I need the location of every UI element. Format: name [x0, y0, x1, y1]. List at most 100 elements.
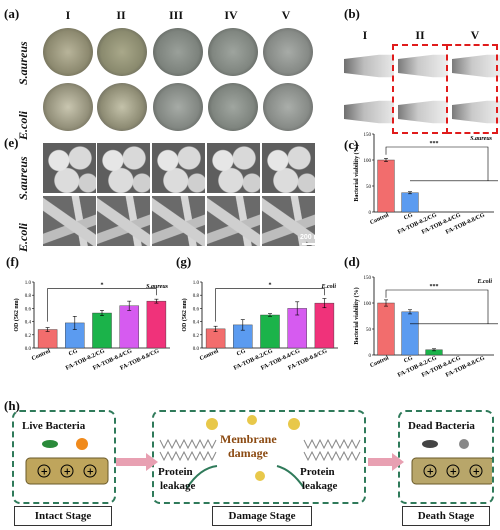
panel-label-h: (h) — [4, 398, 20, 413]
intact-stage-label: Intact Stage — [14, 506, 112, 526]
bar — [92, 312, 112, 349]
y-tick-label: 0.2 — [25, 334, 32, 339]
dead-bacteria-label: Dead Bacteria — [408, 420, 475, 432]
leakage-label-left: leakage — [160, 480, 196, 492]
row-label-e-coli-a: E.coli — [16, 111, 30, 140]
petri-dish-ecoli-IV — [208, 83, 258, 131]
leakage-label-right: leakage — [302, 480, 338, 492]
y-axis-label: Bacterial viability (%) — [353, 144, 360, 201]
svg-text:+: + — [473, 468, 481, 478]
plus-charge-icon — [469, 464, 483, 478]
y-tick-label: 1.0 — [193, 281, 200, 286]
chart-c-s-aureus-viability: 0 50 100 150 Bacterial viability (%) S.aureus… — [353, 133, 498, 236]
category-label: CG — [236, 348, 247, 357]
bar — [401, 311, 419, 356]
bar — [37, 329, 58, 349]
petri-dish-saureus-I — [43, 28, 93, 76]
y-tick-label: 0.6 — [193, 307, 200, 312]
plus-charge-icon — [37, 464, 51, 478]
dead-bacterium — [459, 439, 469, 449]
panel-label-g: (g) — [176, 254, 192, 269]
intact-stage-box — [12, 410, 116, 504]
sem-image — [43, 143, 96, 193]
damage-label: damage — [228, 446, 268, 460]
bar — [377, 302, 395, 356]
y-tick-label: 100 — [364, 302, 372, 307]
plus-charge-icon — [60, 464, 74, 478]
organism-label: S.aureus — [146, 284, 169, 290]
damaged-membrane — [411, 457, 492, 485]
b-label-I: I — [362, 28, 368, 42]
y-tick-label: 0.8 — [193, 294, 200, 299]
intact-membrane — [25, 457, 109, 485]
petri-dish-ecoli-V — [263, 83, 313, 131]
plus-charge-icon — [446, 464, 460, 478]
protein-label-left: Protein — [158, 466, 193, 478]
protein-icon — [288, 418, 300, 430]
y-tick-label: 0 — [369, 354, 372, 359]
highlight-box-V — [446, 44, 498, 134]
arrow-right-icon — [368, 453, 404, 471]
bar — [377, 159, 395, 213]
svg-text:+: + — [64, 468, 72, 478]
chart-d-e-coli-viability: 0 50 100 150 Bacterial viability (%) E.coli Co… — [353, 276, 498, 379]
y-tick-label: 150 — [364, 133, 372, 138]
y-tick-label: 50 — [366, 328, 372, 333]
tube-V-top — [452, 54, 500, 78]
bar — [401, 192, 419, 213]
group-label-I: I — [65, 8, 71, 22]
svg-text:+: + — [41, 468, 49, 478]
protein-icon — [206, 418, 218, 430]
lipid-bilayer-left — [159, 438, 217, 462]
sem-image — [97, 196, 150, 246]
petri-dish-ecoli-I — [43, 83, 93, 131]
live-bacterium-orange — [76, 438, 88, 450]
organism-label: S.aureus — [470, 136, 493, 142]
leakage-arrow-right — [276, 465, 305, 489]
panel-label-f: (f) — [6, 254, 19, 269]
significance-bracket — [47, 288, 157, 322]
protein-icon — [247, 415, 257, 425]
leakage-arrow-left — [186, 465, 218, 489]
y-tick-label: 0.0 — [193, 347, 200, 352]
membrane-label: Membrane — [220, 432, 277, 446]
sem-image — [262, 196, 315, 246]
sem-image — [207, 143, 260, 193]
y-tick-label: 0.8 — [25, 294, 32, 299]
sem-image — [262, 143, 315, 193]
sem-image — [152, 143, 205, 193]
category-label: CG — [403, 212, 414, 221]
scale-bar-label: 200 nm — [300, 234, 325, 241]
group-label-IV: IV — [224, 8, 238, 22]
protein-label-right: Protein — [300, 466, 335, 478]
category-label: Control — [199, 348, 220, 362]
significance-label: * — [101, 283, 104, 289]
category-label: Control — [369, 212, 390, 226]
row-label-s-aureus-e: S.aureus — [16, 156, 30, 200]
significance-label: *** — [430, 284, 439, 290]
y-tick-label: 150 — [364, 276, 372, 281]
petri-dish-saureus-IV — [208, 28, 258, 76]
y-tick-label: 0.4 — [193, 321, 200, 326]
bar — [260, 314, 280, 349]
significance-label: *** — [430, 141, 439, 147]
panel-label-d: (d) — [344, 254, 360, 269]
y-tick-label: 0 — [369, 211, 372, 216]
category-label: CG — [68, 348, 79, 357]
tube-II-bottom — [398, 100, 448, 124]
significance-bracket — [385, 146, 489, 181]
petri-dish-saureus-V — [263, 28, 313, 76]
chart-g-e-coli-od: 0.0 0.2 0.4 0.6 0.8 1.0 OD (562 nm) E.coli Contr… — [181, 281, 338, 372]
plus-charge-icon — [83, 464, 97, 478]
group-label-II: II — [116, 8, 126, 22]
panel-label-b: (b) — [344, 6, 360, 21]
petri-dish-saureus-II — [97, 28, 147, 76]
plus-charge-icon — [423, 464, 437, 478]
bar — [119, 305, 139, 349]
y-tick-label: 0.2 — [193, 334, 200, 339]
live-bacterium-green — [42, 440, 58, 448]
lipid-bilayer-right — [303, 438, 361, 462]
y-tick-label: 1.0 — [25, 281, 32, 286]
organism-label: E.coli — [321, 284, 337, 290]
significance-bracket — [385, 289, 489, 324]
